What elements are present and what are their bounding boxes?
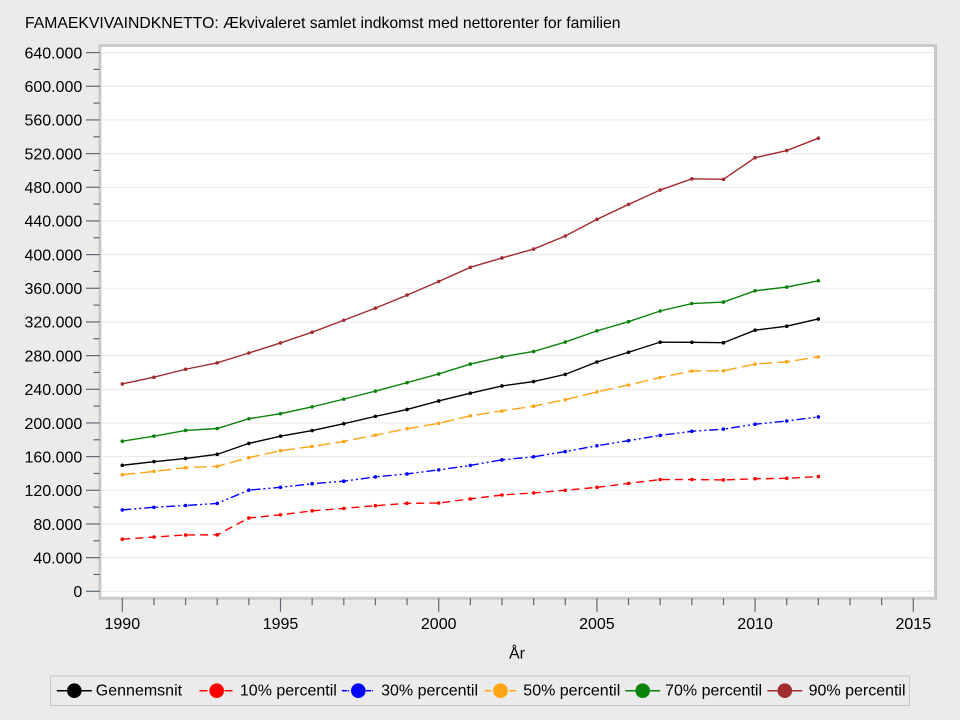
svg-text:480.000: 480.000 [24, 180, 82, 197]
svg-text:30% percentil: 30% percentil [381, 683, 478, 700]
svg-text:320.000: 320.000 [24, 315, 82, 332]
svg-text:10% percentil: 10% percentil [240, 683, 337, 700]
svg-text:400.000: 400.000 [24, 247, 82, 264]
svg-text:560.000: 560.000 [24, 113, 82, 130]
svg-text:Gennemsnit: Gennemsnit [96, 683, 183, 700]
svg-text:2000: 2000 [421, 616, 457, 633]
svg-text:160.000: 160.000 [24, 449, 82, 466]
svg-text:40.000: 40.000 [33, 550, 82, 567]
svg-text:0: 0 [73, 584, 82, 601]
svg-text:2005: 2005 [579, 616, 615, 633]
svg-text:360.000: 360.000 [24, 281, 82, 298]
svg-text:70% percentil: 70% percentil [665, 683, 762, 700]
svg-text:440.000: 440.000 [24, 214, 82, 231]
svg-text:600.000: 600.000 [24, 79, 82, 96]
svg-text:240.000: 240.000 [24, 382, 82, 399]
svg-text:1995: 1995 [263, 616, 299, 633]
svg-text:80.000: 80.000 [33, 517, 82, 534]
svg-text:År: År [509, 644, 526, 663]
svg-text:120.000: 120.000 [24, 483, 82, 500]
svg-text:520.000: 520.000 [24, 146, 82, 163]
svg-text:200.000: 200.000 [24, 416, 82, 433]
svg-text:280.000: 280.000 [24, 348, 82, 365]
svg-text:1990: 1990 [105, 616, 141, 633]
svg-text:640.000: 640.000 [24, 45, 82, 62]
svg-text:2010: 2010 [737, 616, 773, 633]
svg-text:50% percentil: 50% percentil [523, 683, 620, 700]
svg-text:2015: 2015 [896, 616, 932, 633]
svg-text:90% percentil: 90% percentil [809, 683, 906, 700]
